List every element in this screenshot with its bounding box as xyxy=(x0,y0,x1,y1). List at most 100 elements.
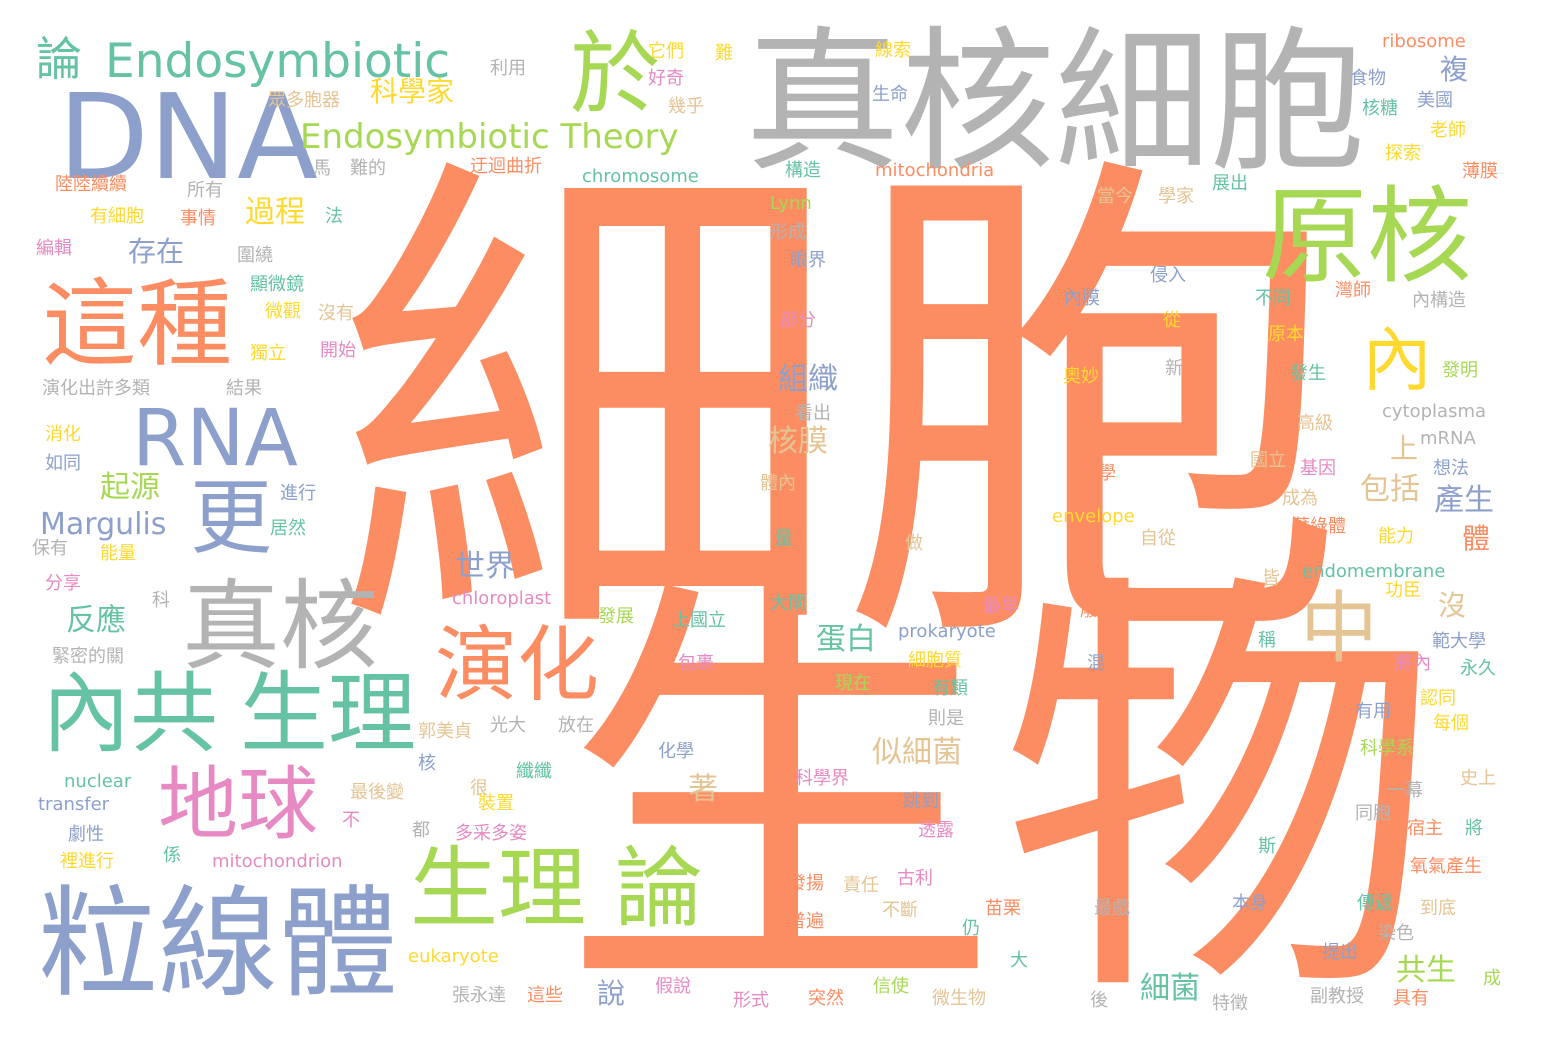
word-small: 科 xyxy=(152,590,170,611)
word-small: 有用 xyxy=(1355,701,1391,722)
word-small: 成 xyxy=(1483,968,1501,989)
word-small: 法 xyxy=(325,206,343,227)
word-small: 染色 xyxy=(1378,923,1414,944)
word-small: 自從 xyxy=(1140,528,1176,549)
word-small: 形成 xyxy=(770,222,806,243)
word-small: 特徵 xyxy=(1212,993,1248,1014)
word-eukaryotic-cell: 真核細胞 xyxy=(745,12,1365,193)
word-endosymbiotic-theory: Endosymbiotic Theory xyxy=(300,117,679,157)
word-small: prokaryote xyxy=(898,621,996,642)
word-small: 跳到 xyxy=(903,791,939,812)
word-small: 斯 xyxy=(1258,836,1276,857)
word-small: 發生 xyxy=(1290,363,1326,384)
word-small: 部分 xyxy=(780,310,816,331)
word-small: 認同 xyxy=(1420,688,1456,709)
word-small: 仍 xyxy=(962,918,980,939)
word-small: 責任 xyxy=(843,875,879,896)
word-small: 發明 xyxy=(1442,360,1478,381)
word-small: 氧氣產生 xyxy=(1410,856,1482,877)
word-small: 內發 xyxy=(1210,661,1246,682)
word-small: 放在 xyxy=(558,715,594,736)
word-physiology-2: 生理 xyxy=(410,837,587,940)
word-small: 具有 xyxy=(1393,988,1429,1009)
word-more: 更 xyxy=(190,471,273,566)
word-small: 編輯 xyxy=(36,238,72,259)
word-small: 大 xyxy=(1010,950,1028,971)
word-small: 新 xyxy=(1165,358,1183,379)
word-mitochondria-zh: 粒線體 xyxy=(38,875,398,1014)
word-small: 不同 xyxy=(1255,288,1291,309)
word-nuclear-membrane: 核膜 xyxy=(768,424,828,459)
word-small: 傳遞 xyxy=(1357,893,1393,914)
word-small: 所有 xyxy=(187,180,223,201)
word-small: 宿主 xyxy=(1407,818,1443,839)
word-small: eukaryote xyxy=(408,946,499,967)
word-origin: 起源 xyxy=(100,470,160,505)
word-tissue: 組織 xyxy=(778,362,838,397)
word-small: 廢物則 xyxy=(1080,600,1134,621)
word-small: 做 xyxy=(905,533,923,554)
word-small: 都 xyxy=(412,820,430,841)
word-small: 突然 xyxy=(808,988,844,1009)
word-small: 現在 xyxy=(835,673,871,694)
word-exist: 存在 xyxy=(128,235,185,268)
word-small: 消化 xyxy=(45,424,81,445)
word-small: 裡進行 xyxy=(60,851,114,872)
word-small: 體內 xyxy=(760,473,796,494)
word-say: 說 xyxy=(597,977,626,1010)
word-small: 永久 xyxy=(1460,658,1496,679)
word-small: 事情 xyxy=(180,208,216,229)
word-small: 開始 xyxy=(320,340,356,361)
word-small: 獨立 xyxy=(250,343,286,364)
word-small: 當今 xyxy=(1097,186,1133,207)
word-small: 提出 xyxy=(1322,942,1358,963)
word-small: 透露 xyxy=(918,820,954,841)
word-small: 副教授 xyxy=(1310,986,1364,1007)
word-small: 美國 xyxy=(1417,90,1453,111)
word-small: 量 xyxy=(775,528,793,549)
word-small: 它們 xyxy=(648,41,684,62)
word-small: 迂迴曲折 xyxy=(470,156,542,177)
word-small: 基因 xyxy=(1300,458,1336,479)
word-small: 原本 xyxy=(1268,324,1304,345)
word-theory: 論 xyxy=(615,837,704,940)
word-small: 幾乎 xyxy=(668,96,704,117)
word-small: 利用 xyxy=(490,58,526,79)
word-body: 體 xyxy=(1462,522,1491,555)
word-bacteria-like: 似細菌 xyxy=(872,735,962,770)
word-small: 沒有 xyxy=(318,303,354,324)
word-eukaryote-zh: 真核 xyxy=(182,570,379,684)
word-small: 構造 xyxy=(785,160,821,181)
word-small: 不斷 xyxy=(882,900,918,921)
word-organism: 生物 xyxy=(560,539,1440,1051)
word-small: 結果 xyxy=(226,378,262,399)
word-physiology-1: 生理 xyxy=(240,662,417,765)
word-at: 於 xyxy=(570,22,660,127)
word-small: 學家 xyxy=(1158,186,1194,207)
word-small: chloroplast xyxy=(452,588,552,609)
word-endosymbiotic: Endosymbiotic xyxy=(105,34,451,89)
word-small: 科學界 xyxy=(795,768,849,789)
word-endosymbiosis: 內共 xyxy=(42,662,219,765)
word-middle: 中 xyxy=(1300,584,1379,674)
word-scientist: 科學家 xyxy=(370,75,455,108)
word-small: ribosome xyxy=(1382,31,1466,52)
word-small: 普遍 xyxy=(788,911,824,932)
word-small: 想法 xyxy=(1433,458,1469,479)
word-reaction: 反應 xyxy=(66,603,126,638)
word-this-kind: 這種 xyxy=(42,270,233,380)
word-small: 核 xyxy=(418,753,436,774)
word-small: 顯微鏡 xyxy=(250,274,304,295)
word-small: 同胞 xyxy=(1355,803,1391,824)
word-include: 包括 xyxy=(1360,472,1420,507)
word-small: 史上 xyxy=(1460,768,1496,789)
word-small: 能量 xyxy=(100,543,136,564)
word-small: 裝置 xyxy=(478,793,514,814)
word-symbiosis: 共生 xyxy=(1396,953,1456,988)
word-small: 看出 xyxy=(795,403,831,424)
word-small: 將 xyxy=(1465,818,1483,839)
word-small: 演化出許多類 xyxy=(42,378,150,399)
word-small: 眼界 xyxy=(790,250,826,271)
word-small: 內膜 xyxy=(1064,288,1100,309)
word-small: 食物 xyxy=(1350,68,1386,89)
